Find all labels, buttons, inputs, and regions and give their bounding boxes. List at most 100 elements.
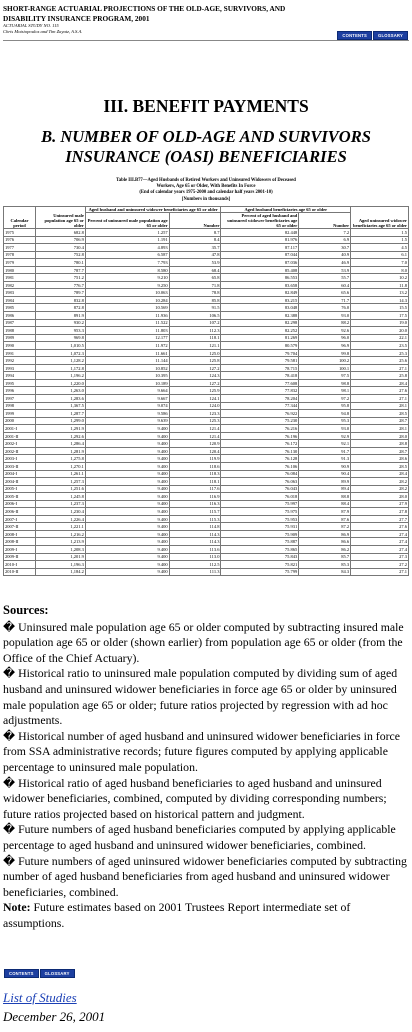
glossary-button[interactable]: GLOSSARY bbox=[373, 31, 408, 40]
table-cell: 1998 bbox=[3, 401, 36, 411]
table-cell: 1977 bbox=[3, 243, 36, 252]
table-cell: 116.9 bbox=[168, 492, 222, 501]
table-cell: 28.7 bbox=[350, 446, 409, 456]
table-row: 1983 789.7 10.063 78.8 82.849 65.6 13.2 bbox=[3, 288, 409, 297]
table-cell: 2007-I bbox=[3, 514, 36, 524]
table-cell: 14.3 bbox=[350, 295, 409, 305]
list-of-studies-link[interactable]: List of Studies bbox=[3, 990, 77, 1005]
table-cell: 99.8 bbox=[298, 348, 352, 358]
table-cell: 9.400 bbox=[84, 431, 170, 441]
table-cell: 68.4 bbox=[168, 265, 222, 275]
table-cell: 9.400 bbox=[84, 529, 170, 539]
table-cell: 76.128 bbox=[220, 454, 300, 463]
source-item: � Uninsured male population age 65 or ol… bbox=[3, 620, 409, 667]
table-cell: 10.2 bbox=[350, 273, 409, 282]
table-caption-line3: (End of calendar years 1975-2000 and cal… bbox=[139, 190, 273, 196]
beneficiaries-table: Calendar period Uninsured male populatio… bbox=[3, 206, 409, 577]
table-cell: 100.2 bbox=[298, 356, 352, 365]
table-cell: 125.8 bbox=[168, 356, 222, 365]
table-cell: 1,275.8 bbox=[34, 454, 86, 463]
glossary-button-bottom[interactable]: GLOSSARY bbox=[39, 969, 75, 978]
bullet-icon: � bbox=[3, 775, 16, 790]
table-row: 1982 776.7 9.250 71.8 83.658 60.4 11.8 bbox=[3, 280, 409, 290]
note-label: Note: bbox=[3, 900, 31, 915]
table-cell: 1,257.3 bbox=[34, 477, 86, 486]
table-cell: 97.5 bbox=[298, 371, 352, 380]
table-cell: 85.3 bbox=[298, 560, 352, 569]
table-cell: 94.8 bbox=[298, 409, 352, 418]
table-cell: 953.3 bbox=[34, 326, 86, 335]
table-row: 1976 706.9 1.191 8.4 81.976 6.9 1.5 bbox=[3, 235, 409, 245]
table-cell: 4.5 bbox=[350, 243, 409, 252]
table-cell: 112.3 bbox=[168, 326, 222, 335]
table-row: 1985 872.8 10.569 91.5 83.048 76.0 15.5 bbox=[3, 303, 409, 312]
table-row: 1979 780.1 7.793 53.9 87.036 46.9 7.0 bbox=[3, 258, 409, 267]
table-cell: 85.7 bbox=[298, 552, 352, 562]
table-cell: 1982 bbox=[3, 280, 36, 290]
table-cell: 1,283.6 bbox=[34, 394, 86, 403]
contents-button[interactable]: CONTENTS bbox=[337, 31, 373, 40]
table-cell: 17.5 bbox=[350, 311, 409, 320]
table-cell: 79.704 bbox=[220, 348, 300, 358]
table-cell: 85.408 bbox=[220, 265, 300, 275]
publication-date: December 26, 2001 bbox=[3, 1009, 106, 1024]
table-row: 2005-II 1,245.8 9.400 116.9 76.018 88.8 28.0 bbox=[3, 492, 409, 501]
table-cell: 13.2 bbox=[350, 288, 409, 297]
table-cell: 1,128.2 bbox=[34, 356, 86, 365]
table-cell: 76.043 bbox=[220, 484, 300, 494]
table-cell: 1,208.3 bbox=[34, 544, 86, 554]
table-cell: 1,072.3 bbox=[34, 348, 86, 358]
table-cell: 75.909 bbox=[220, 529, 300, 539]
sources-section: Sources: � Uninsured male population age… bbox=[3, 603, 409, 931]
table-row: 1987 930.2 11.522 107.2 82.298 88.2 19.0 bbox=[3, 318, 409, 328]
table-cell: 60.4 bbox=[298, 280, 352, 290]
table-row: 2006-II 1,230.4 9.400 115.7 75.975 87.9 27.8 bbox=[3, 507, 409, 516]
table-cell: 87.044 bbox=[220, 250, 300, 260]
table-cell: 88.4 bbox=[298, 499, 352, 509]
table-cell: 25.3 bbox=[350, 348, 409, 358]
table-cell: 82.448 bbox=[220, 228, 300, 237]
table-cell: 1,251.6 bbox=[34, 484, 86, 494]
table-cell: 1986 bbox=[3, 311, 36, 320]
table-row: 1996 1,263.0 9.664 125.9 77.832 98.1 27.6 bbox=[3, 386, 409, 396]
source-item: � Historical ratio of aged husband benef… bbox=[3, 776, 409, 823]
table-cell: 77.832 bbox=[220, 386, 300, 396]
table-cell: 92.1 bbox=[298, 439, 352, 448]
table-cell: 113.0 bbox=[168, 552, 222, 562]
table-cell: 75.843 bbox=[220, 552, 300, 562]
report-title-line2: DISABILITY INSURANCE PROGRAM, 2001 bbox=[3, 13, 150, 23]
table-cell: 1,287.7 bbox=[34, 409, 86, 418]
table-cell: 118.3 bbox=[168, 469, 222, 479]
col-percent-population: Percent of uninsured male population age… bbox=[84, 212, 170, 229]
table-row: 1999 1,287.7 9.586 123.3 76.922 94.8 28.5 bbox=[3, 409, 409, 418]
table-cell: 1983 bbox=[3, 288, 36, 297]
table-cell: 730.4 bbox=[34, 243, 86, 252]
table-cell: 7.793 bbox=[84, 258, 170, 267]
table-cell: 80.579 bbox=[220, 341, 300, 350]
table-cell: 86.6 bbox=[298, 537, 352, 546]
table-cell: 27.4 bbox=[350, 544, 409, 554]
contents-button-bottom[interactable]: CONTENTS bbox=[4, 969, 39, 978]
table-cell: 40.9 bbox=[298, 250, 352, 260]
table-cell: 2007-II bbox=[3, 522, 36, 531]
table-cell: 9.664 bbox=[84, 386, 170, 396]
table-cell: 93.0 bbox=[298, 311, 352, 320]
table-cell: 2008-II bbox=[3, 537, 36, 546]
table-row: 2004-I 1,261.1 9.400 118.3 76.084 90.4 28.4 bbox=[3, 469, 409, 479]
table-row: 2002-II 1,281.9 9.400 120.4 76.130 91.7 28.7 bbox=[3, 446, 409, 456]
table-cell: 76.196 bbox=[220, 431, 300, 441]
table-cell: 53.9 bbox=[298, 265, 352, 275]
table-cell: 93.0 bbox=[298, 424, 352, 433]
table-cell: 119.9 bbox=[168, 454, 222, 463]
table-cell: 706.9 bbox=[34, 235, 86, 245]
table-cell: 2010-I bbox=[3, 560, 36, 569]
table-row: 2005-I 1,251.6 9.400 117.6 76.043 89.4 28.2 bbox=[3, 484, 409, 494]
table-cell: 11.144 bbox=[84, 356, 170, 365]
table-cell: 27.7 bbox=[350, 514, 409, 524]
table-cell: 106.5 bbox=[168, 311, 222, 320]
table-cell: 28.6 bbox=[350, 454, 409, 463]
table-cell: 78.204 bbox=[220, 394, 300, 403]
table-cell: 10.852 bbox=[84, 363, 170, 373]
table-cell: 116.3 bbox=[168, 499, 222, 509]
top-nav: CONTENTS GLOSSARY bbox=[337, 31, 408, 40]
